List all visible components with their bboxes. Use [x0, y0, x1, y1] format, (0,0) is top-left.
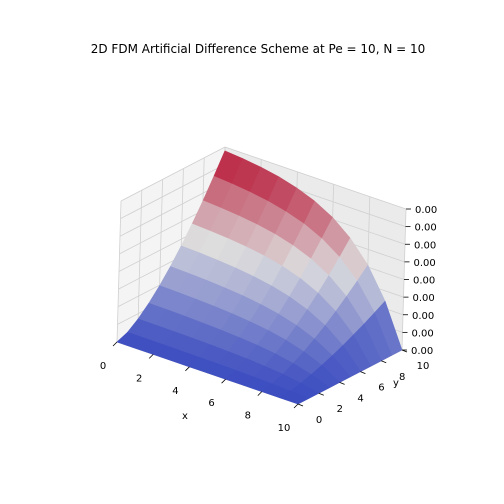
z-tick-label: 0.00	[414, 258, 436, 269]
axis-ticks: 0 2 4 6 8 10 0 2 4 6 8 10 0.00 0.00 0.00 0.00 0.00 0.00 0.…	[100, 205, 437, 434]
surface-plot	[116, 150, 403, 405]
back-gridline	[224, 146, 407, 210]
y-tick-mark	[297, 403, 304, 407]
y-tick-label: 0	[316, 415, 322, 426]
y-tick-label: 10	[417, 361, 430, 372]
chart-title: 2D FDM Artificial Difference Scheme at P…	[91, 42, 426, 56]
z-tick-label: 0.00	[412, 328, 434, 339]
x-tick-mark	[112, 341, 118, 347]
z-tick-label: 0.00	[415, 223, 437, 234]
x-axis-label: x	[182, 411, 188, 422]
x-tick-mark	[221, 378, 226, 384]
left-gridline	[120, 146, 226, 202]
left-gridline	[120, 164, 225, 219]
x-tick-label: 8	[245, 411, 251, 422]
y-tick-mark	[360, 371, 366, 374]
z-tick-label: 0.00	[415, 205, 437, 216]
surface-patch	[279, 390, 309, 405]
x-tick-label: 4	[172, 386, 178, 397]
x-tick-label: 6	[208, 398, 214, 409]
x-tick-mark	[293, 403, 299, 409]
x-tick-label: 10	[278, 423, 291, 434]
x-tick-mark	[257, 391, 263, 396]
z-tick-label: 0.00	[411, 346, 433, 357]
left-gridline	[119, 181, 225, 237]
y-tick-mark	[339, 382, 345, 385]
y-tick-mark	[318, 392, 324, 396]
z-tick-label: 0.00	[413, 293, 435, 304]
x-tick-mark	[148, 354, 154, 359]
y-tick-label: 6	[378, 383, 384, 394]
y-tick-label: 2	[337, 404, 343, 415]
x-tick-mark	[185, 366, 190, 372]
x-tick-label: 2	[136, 373, 142, 384]
y-axis-label: y	[393, 378, 399, 389]
z-tick-label: 0.00	[414, 240, 436, 251]
y-tick-label: 4	[357, 393, 363, 404]
z-tick-label: 0.00	[413, 276, 435, 287]
x-tick-label: 0	[100, 361, 106, 372]
y-tick-label: 8	[399, 372, 405, 383]
y-tick-mark	[381, 360, 387, 364]
z-tick-label: 0.00	[412, 311, 434, 322]
